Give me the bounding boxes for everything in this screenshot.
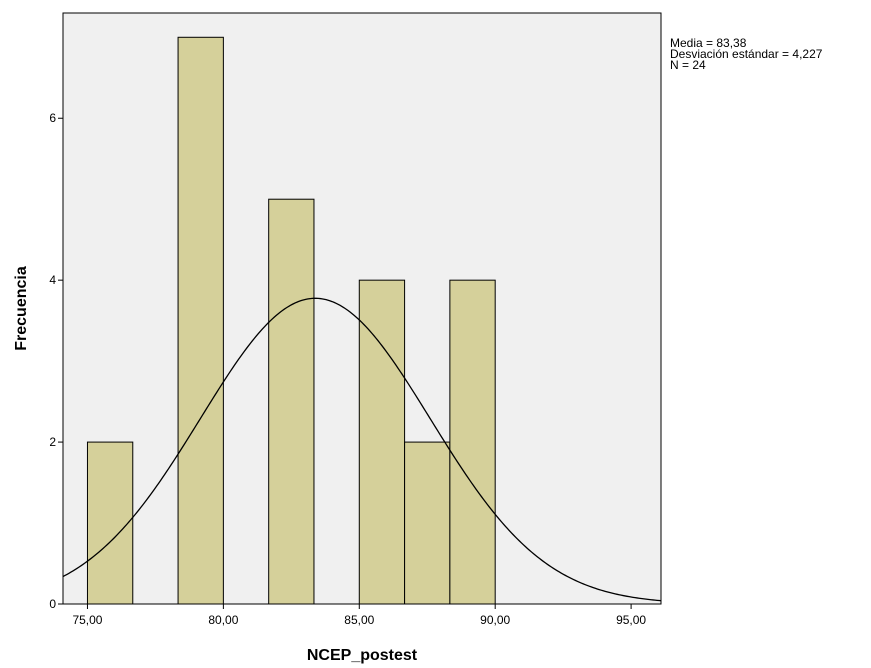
x-axis-title: NCEP_postest: [307, 647, 418, 664]
histogram-bar-4: [358, 279, 406, 605]
stats-n: N = 24: [670, 58, 706, 72]
histogram-bar-1: [86, 441, 134, 605]
x-axis-ticks: 75,00 80,00 85,00 90,00 95,00: [72, 604, 646, 627]
histogram-bar-3: [268, 198, 315, 605]
bars-group: [86, 36, 496, 605]
y-tick-label-4: 6: [49, 111, 56, 125]
histogram-bar-5: [404, 441, 451, 605]
stats-sd: Desviación estándar = 4,227: [670, 47, 823, 61]
x-tick-label-4: 90,00: [480, 613, 510, 627]
y-tick-label-1: 0: [49, 597, 56, 611]
histogram-bar-6: [449, 279, 496, 605]
normal-curve: [62, 297, 662, 602]
y-tick-label-2: 2: [49, 435, 56, 449]
x-tick-label-2: 80,00: [208, 613, 238, 627]
y-axis-title: Frecuencia: [13, 266, 30, 351]
stats-box: Media = 83,38 Desviación estándar = 4,22…: [670, 36, 823, 72]
stats-mean: Media = 83,38: [670, 36, 747, 50]
y-axis-ticks: 0 2 4 6: [49, 111, 63, 611]
y-tick-label-3: 4: [49, 273, 56, 287]
x-tick-label-3: 85,00: [344, 613, 374, 627]
x-tick-label-1: 75,00: [72, 613, 102, 627]
histogram-bar-2: [177, 36, 224, 605]
x-tick-label-5: 95,00: [616, 613, 646, 627]
